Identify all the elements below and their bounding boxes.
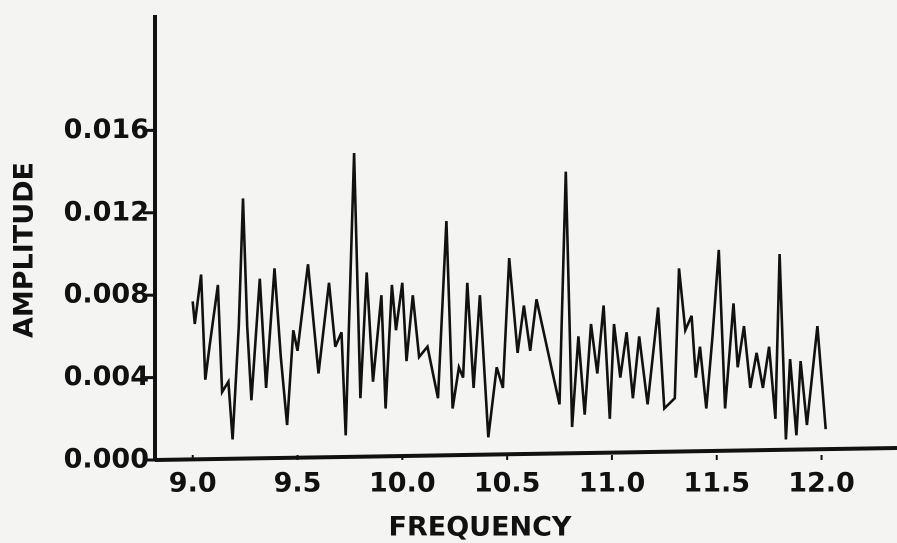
y-axis-label: AMPLITUDE: [9, 162, 40, 338]
data-line: [191, 152, 827, 440]
x-tick-label: 11.0: [579, 468, 646, 499]
x-axis: [154, 446, 897, 462]
x-tick-label: 10.5: [474, 468, 541, 499]
y-tick-label: 0.000: [64, 444, 149, 475]
x-tick-label: 9.5: [274, 468, 322, 499]
x-tick-label: 11.5: [683, 468, 750, 499]
y-tick-label: 0.008: [64, 279, 149, 310]
y-tick-label: 0.016: [64, 114, 149, 145]
y-tick-label: 0.004: [64, 361, 149, 392]
y-tick-label: 0.012: [64, 196, 149, 227]
x-axis-label: FREQUENCY: [389, 512, 572, 543]
x-tick-label: 9.0: [169, 468, 217, 499]
x-tick-label: 12.0: [788, 468, 855, 499]
x-tick-label: 10.0: [369, 468, 436, 499]
